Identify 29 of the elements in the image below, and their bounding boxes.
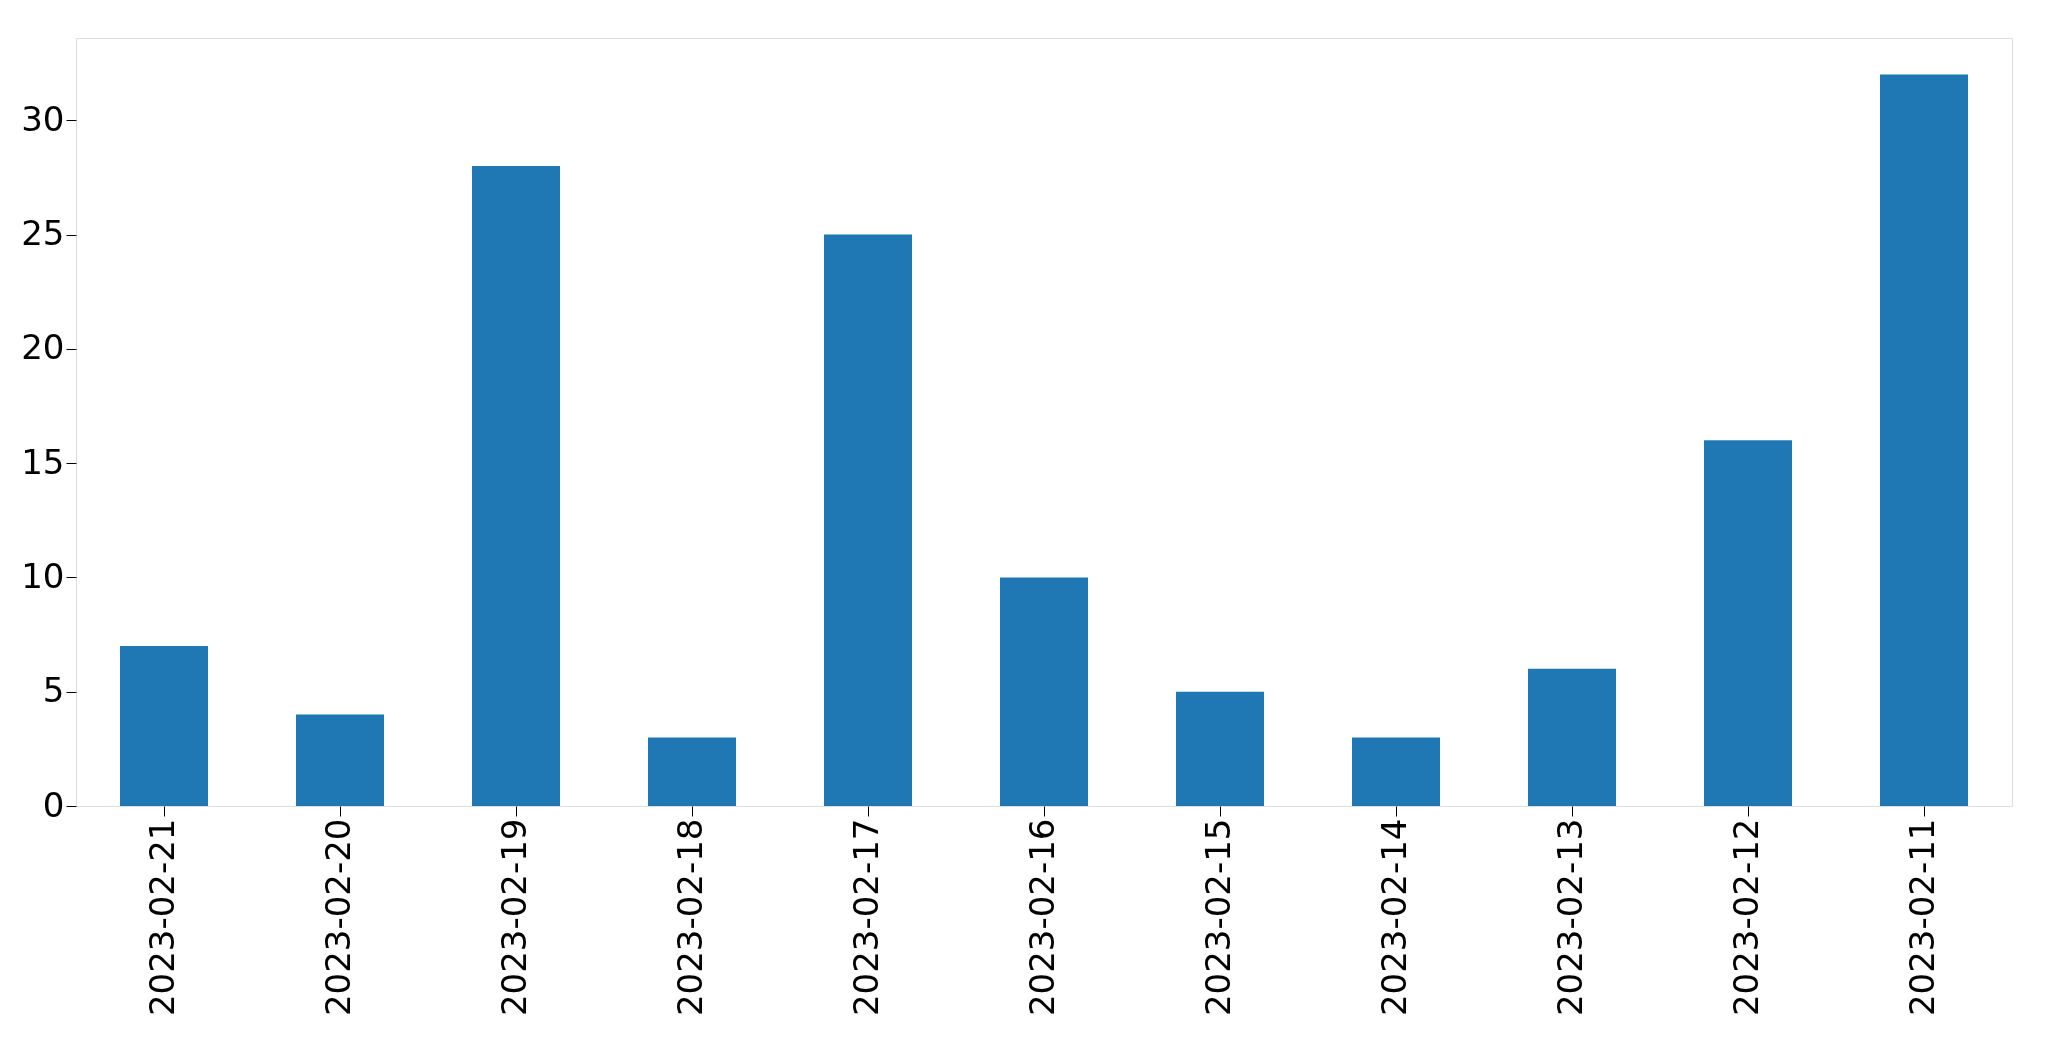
x-tick-label: 2023-02-11 <box>1902 818 1942 1017</box>
y-tick-label: 30 <box>21 98 65 139</box>
y-tick-label: 10 <box>21 555 65 596</box>
bar <box>120 646 208 806</box>
y-tick-label: 0 <box>42 784 65 825</box>
bar <box>824 234 912 806</box>
bar <box>1352 737 1440 806</box>
y-tick-label: 20 <box>21 327 65 368</box>
x-tick-label: 2023-02-15 <box>1198 818 1238 1017</box>
x-tick-label: 2023-02-21 <box>142 818 182 1017</box>
bar <box>648 737 736 806</box>
x-tick-label: 2023-02-12 <box>1726 818 1766 1017</box>
bar <box>472 166 560 806</box>
bar <box>1000 577 1088 806</box>
x-tick-label: 2023-02-17 <box>846 818 886 1017</box>
bar <box>1880 74 1968 806</box>
bar <box>1704 440 1792 806</box>
y-tick-label: 15 <box>21 441 65 482</box>
bar <box>296 714 384 806</box>
x-tick-label: 2023-02-14 <box>1374 818 1414 1017</box>
x-tick-label: 2023-02-13 <box>1550 818 1590 1017</box>
y-tick-label: 5 <box>42 670 65 711</box>
x-tick-label: 2023-02-16 <box>1022 818 1062 1017</box>
y-tick-label: 25 <box>21 213 65 254</box>
x-tick-label: 2023-02-20 <box>318 818 358 1017</box>
bar <box>1176 691 1264 806</box>
x-tick-label: 2023-02-19 <box>494 818 534 1017</box>
bar <box>1528 668 1616 806</box>
x-tick-label: 2023-02-18 <box>670 818 710 1017</box>
